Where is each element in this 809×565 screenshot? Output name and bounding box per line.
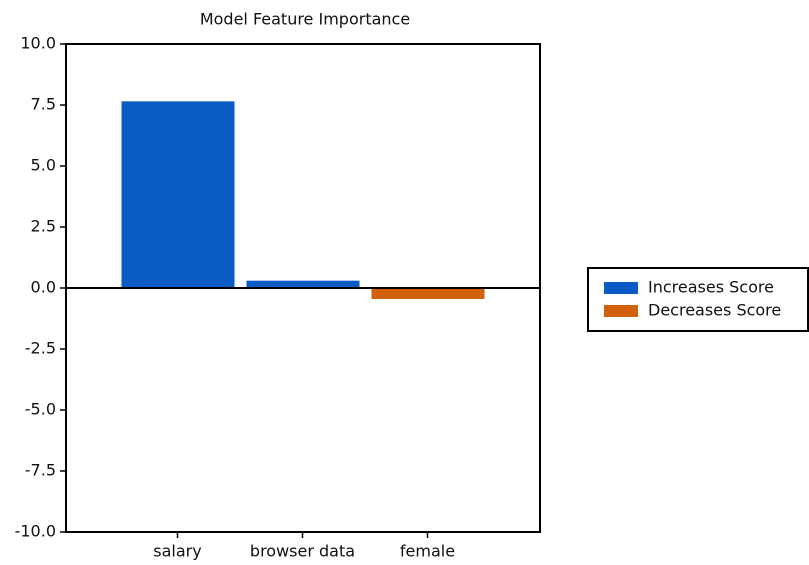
y-tick-label: -7.5 <box>25 461 56 480</box>
bar <box>246 280 360 288</box>
legend-swatch <box>604 282 638 294</box>
legend-swatch <box>604 305 638 317</box>
y-tick-label: 0.0 <box>31 278 56 297</box>
y-tick-label: -2.5 <box>25 339 56 358</box>
y-tick-label: -5.0 <box>25 400 56 419</box>
y-tick-label: 2.5 <box>31 217 56 236</box>
y-tick-label: 5.0 <box>31 156 56 175</box>
legend-label: Increases Score <box>648 278 774 297</box>
x-tick-label: female <box>400 542 455 561</box>
y-tick-label: 10.0 <box>20 34 56 53</box>
legend-box <box>587 267 809 332</box>
y-tick-label: -10.0 <box>15 522 56 541</box>
bar <box>371 288 485 299</box>
chart-title: Model Feature Importance <box>200 10 410 29</box>
bar <box>121 101 235 288</box>
y-tick-label: 7.5 <box>31 95 56 114</box>
legend-label: Decreases Score <box>648 301 781 320</box>
x-tick-label: salary <box>153 542 201 561</box>
x-tick-label: browser data <box>250 542 355 561</box>
